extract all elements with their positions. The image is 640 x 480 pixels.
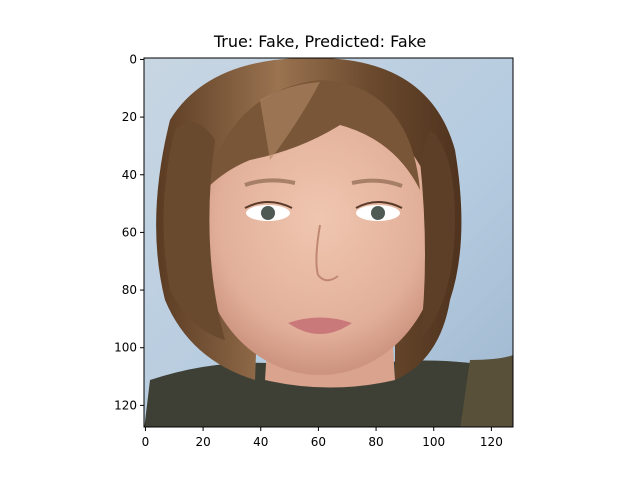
x-tick-label: 0 (142, 435, 150, 449)
x-tick-label: 100 (422, 435, 445, 449)
y-axis: 0 20 40 60 80 100 120 (114, 52, 144, 412)
portrait-image (144, 58, 513, 427)
y-tick-label: 120 (114, 398, 137, 412)
y-tick-label: 60 (122, 225, 137, 239)
x-tick-label: 20 (195, 435, 210, 449)
y-tick-label: 100 (114, 341, 137, 355)
y-tick-label: 20 (122, 110, 137, 124)
y-tick-label: 0 (129, 52, 137, 66)
x-tick-label: 120 (480, 435, 503, 449)
x-tick-label: 40 (253, 435, 268, 449)
x-axis: 0 20 40 60 80 100 120 (142, 427, 503, 449)
plot-title: True: Fake, Predicted: Fake (213, 32, 427, 51)
axes-frame (143, 57, 514, 428)
x-tick-label: 60 (311, 435, 326, 449)
y-tick-label: 40 (122, 168, 137, 182)
x-tick-label: 80 (368, 435, 383, 449)
y-tick-label: 80 (122, 283, 137, 297)
